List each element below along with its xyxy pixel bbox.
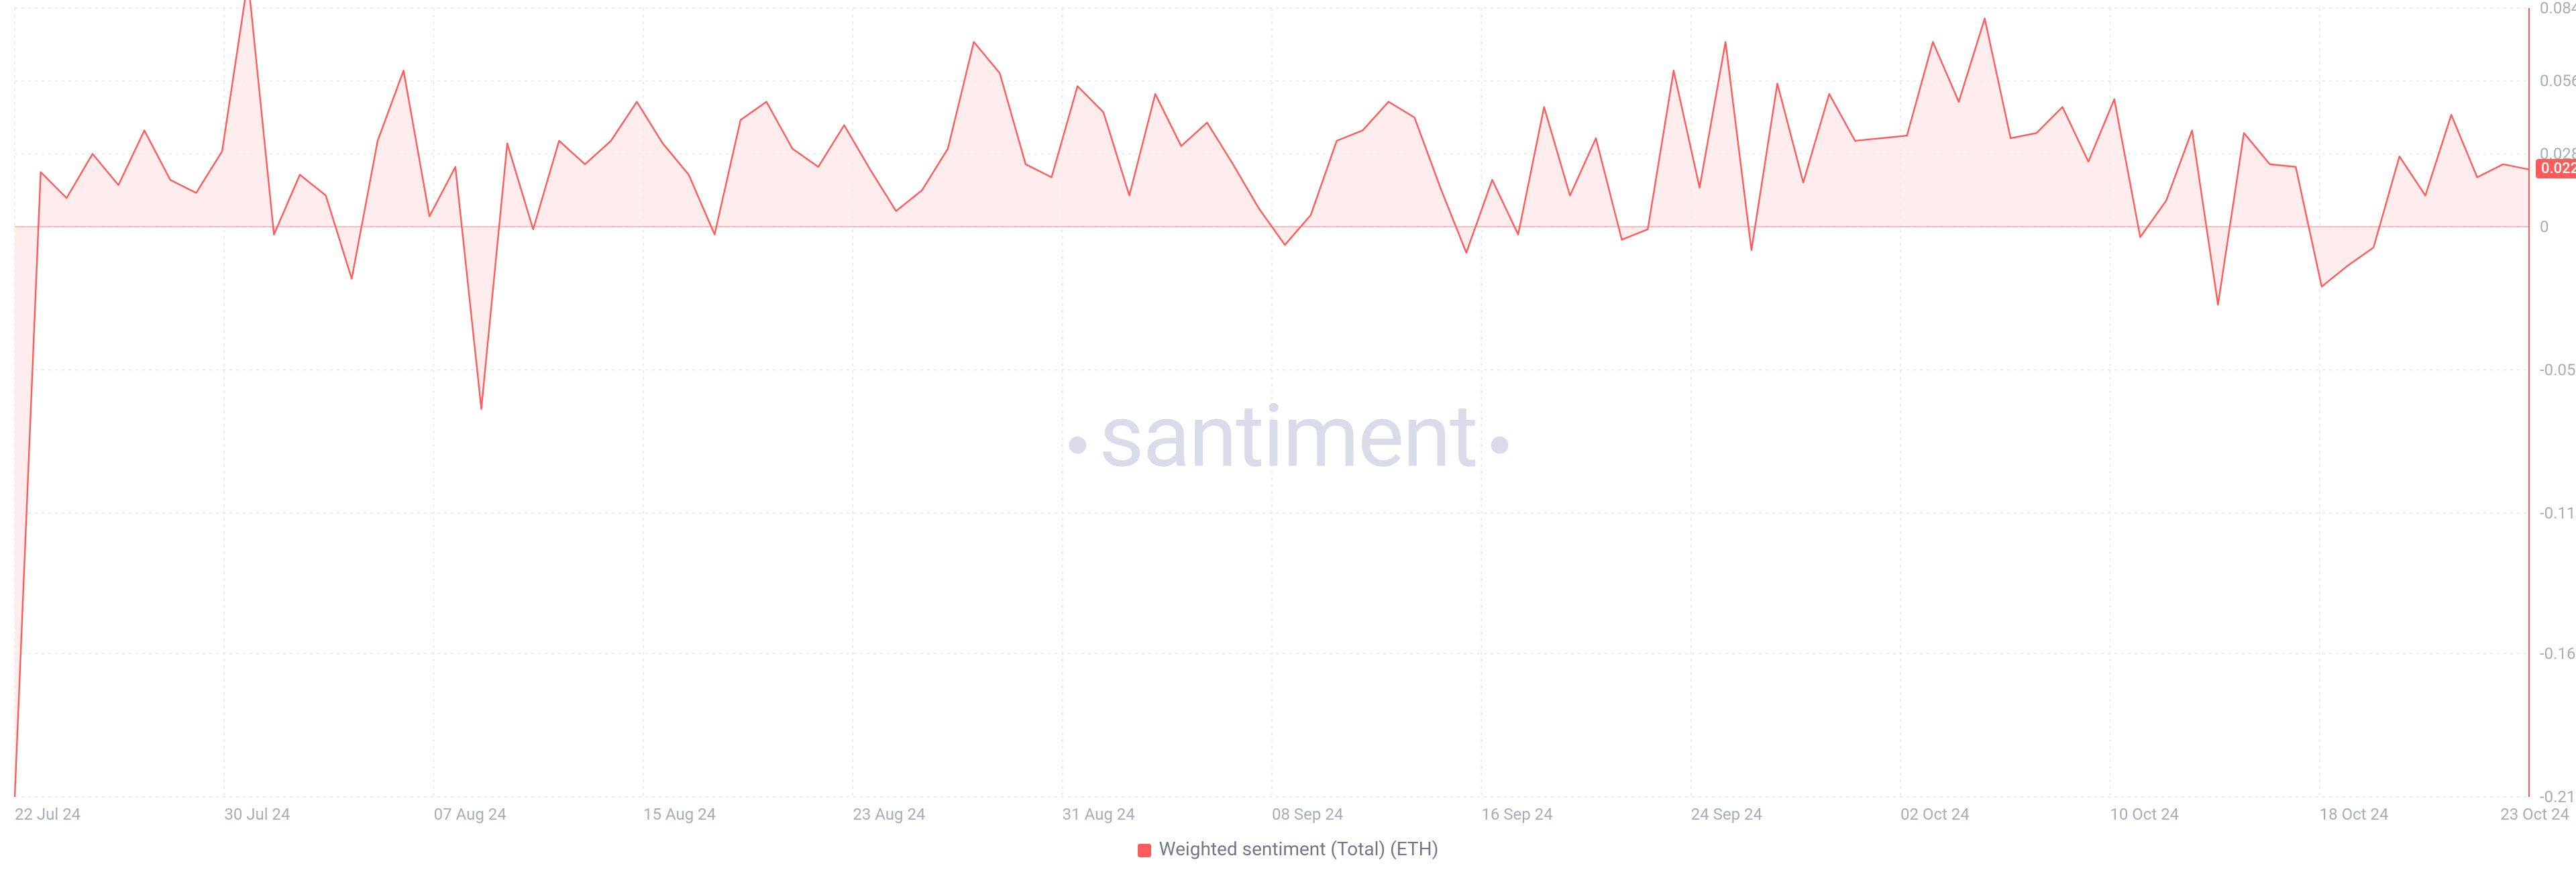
current-value-badge: 0.022	[2536, 159, 2576, 178]
svg-text:-0.164: -0.164	[2540, 645, 2576, 663]
svg-text:0.084: 0.084	[2540, 0, 2576, 17]
svg-text:02 Oct 24: 02 Oct 24	[1900, 805, 1970, 824]
svg-text:16 Sep 24: 16 Sep 24	[1481, 805, 1552, 824]
svg-text:30 Jul 24: 30 Jul 24	[224, 805, 290, 824]
sentiment-chart: 0.0840.0560.0280-0.055-0.11-0.164-0.2192…	[0, 0, 2576, 872]
svg-text:10 Oct 24: 10 Oct 24	[2110, 805, 2179, 824]
svg-text:15 Aug 24: 15 Aug 24	[643, 805, 716, 824]
legend: Weighted sentiment (Total) (ETH)	[0, 838, 2576, 860]
legend-swatch	[1138, 844, 1151, 857]
svg-text:18 Oct 24: 18 Oct 24	[2320, 805, 2389, 824]
svg-text:23 Aug 24: 23 Aug 24	[853, 805, 925, 824]
legend-label: Weighted sentiment (Total) (ETH)	[1159, 838, 1439, 860]
current-value-text: 0.022	[2541, 160, 2576, 177]
svg-text:-0.055: -0.055	[2540, 360, 2576, 379]
svg-text:22 Jul 24: 22 Jul 24	[15, 805, 80, 824]
svg-text:23 Oct 24: 23 Oct 24	[2500, 805, 2569, 824]
svg-text:24 Sep 24: 24 Sep 24	[1691, 805, 1762, 824]
svg-text:0: 0	[2540, 217, 2549, 236]
svg-text:0.056: 0.056	[2540, 72, 2576, 91]
svg-text:31 Aug 24: 31 Aug 24	[1063, 805, 1135, 824]
chart-svg: 0.0840.0560.0280-0.055-0.11-0.164-0.2192…	[0, 0, 2576, 872]
svg-text:07 Aug 24: 07 Aug 24	[434, 805, 506, 824]
svg-text:-0.11: -0.11	[2540, 504, 2575, 523]
svg-text:-0.219: -0.219	[2540, 787, 2576, 806]
svg-text:08 Sep 24: 08 Sep 24	[1272, 805, 1343, 824]
